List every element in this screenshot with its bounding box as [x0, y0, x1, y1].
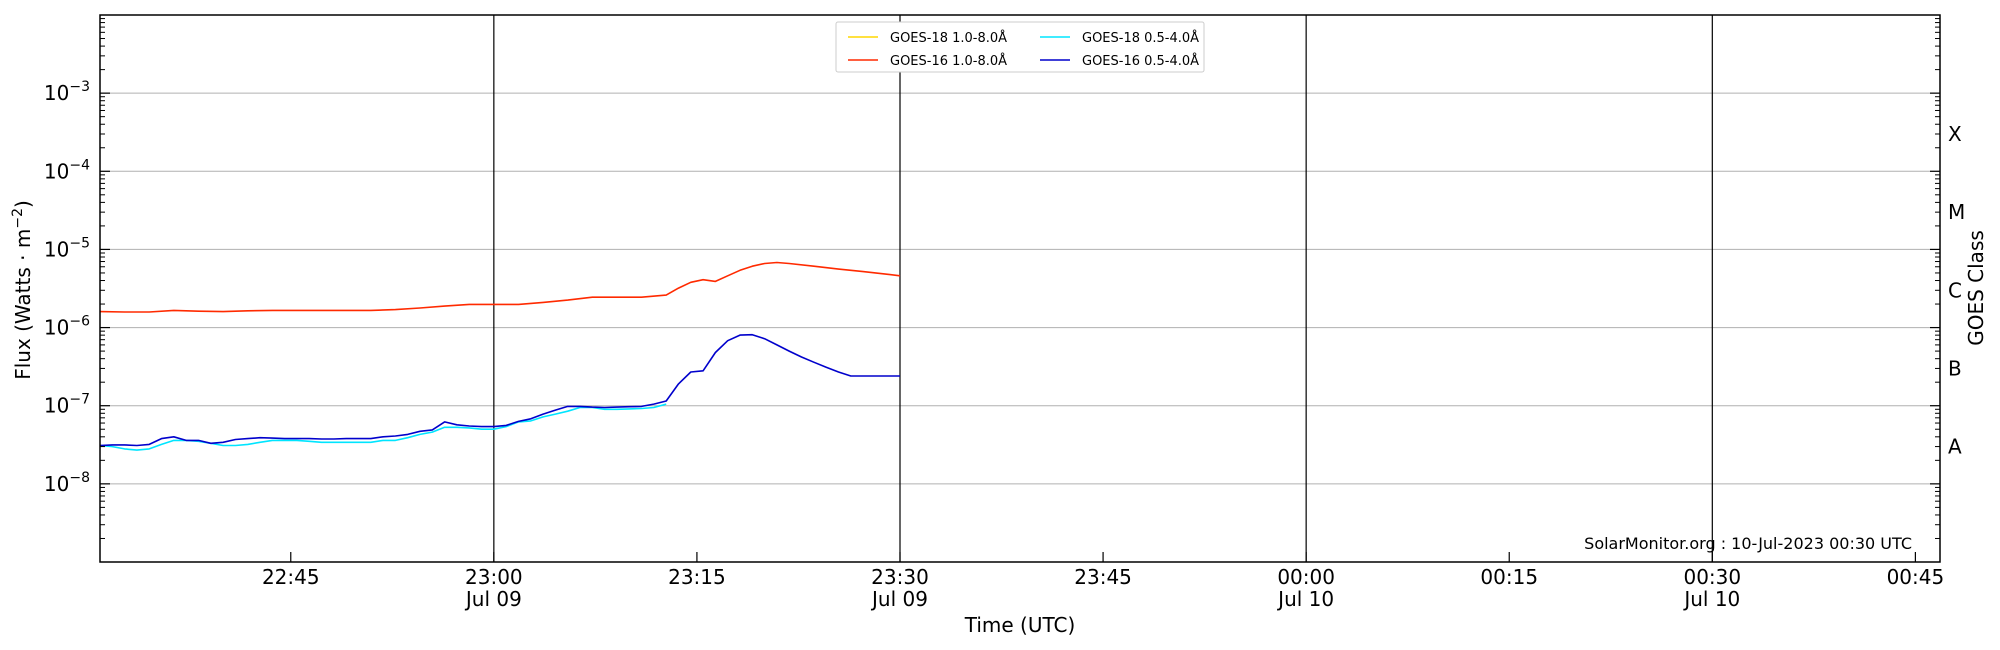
legend-label: GOES-18 1.0-8.0Å: [890, 30, 1007, 46]
legend-label: GOES-16 1.0-8.0Å: [890, 53, 1007, 69]
x-tick-date-label: Jul 09: [464, 587, 522, 611]
x-tick-label: 00:00: [1277, 565, 1335, 589]
plot-frame: [99, 14, 1941, 563]
y-axis-unit-exponent: −2: [10, 208, 26, 229]
legend-label: GOES-18 0.5-4.0Å: [1082, 30, 1199, 46]
y-tick-label: 10−8: [44, 470, 90, 496]
series-layer: [99, 261, 901, 451]
x-tick-label: 00:45: [1887, 565, 1945, 589]
x-tick-label: 00:30: [1683, 565, 1741, 589]
goes-class-c: C: [1948, 278, 1962, 302]
y-axis-title-close: ): [11, 200, 35, 208]
legend-label: GOES-16 0.5-4.0Å: [1082, 53, 1199, 69]
y-tick-label: 10−6: [44, 314, 90, 340]
x-tick-label: 00:15: [1480, 565, 1538, 589]
series-line-goes-16-0-5-4-0-: [99, 333, 900, 447]
legend-items: GOES-18 1.0-8.0Å GOES-18 0.5-4.0Å GOES-16 …: [848, 30, 1199, 69]
credit-text: SolarMonitor.org : 10-Jul-2023 00:30 UTC: [1584, 534, 1912, 553]
grid-layer: [100, 92, 1940, 485]
y-tick-label: 10−4: [44, 157, 90, 183]
day-boundary-lines: [493, 15, 1713, 562]
goes-class-x: X: [1948, 122, 1962, 146]
legend-box: [835, 21, 1205, 73]
x-tick-date-label: Jul 10: [1682, 587, 1740, 611]
x-tick-date-label: Jul 10: [1276, 587, 1334, 611]
goes-class-b: B: [1948, 356, 1962, 380]
series-line-goes-16-1-0-8-0-: [99, 261, 901, 313]
y-axis-ticks: 10−3 10−4 10−5 10−6 10−7 10−8: [44, 18, 1940, 539]
x-tick-label: 23:00: [465, 565, 523, 589]
goes-class-a: A: [1948, 435, 1962, 459]
x-tick-label: 23:30: [871, 565, 929, 589]
y-tick-label: 10−7: [44, 392, 90, 418]
goes-class-m: M: [1948, 200, 1965, 224]
x-tick-date-label: Jul 09: [870, 587, 928, 611]
goes-class-labels: X M C B A: [1948, 122, 1965, 459]
x-tick-label: 23:15: [668, 565, 726, 589]
series-line-goes-18-0-5-4-0-: [99, 403, 667, 451]
y-tick-label: 10−3: [44, 79, 90, 105]
legend: GOES-18 1.0-8.0Å GOES-18 0.5-4.0Å GOES-16 …: [835, 21, 1205, 73]
y-tick-label: 10−5: [44, 235, 90, 261]
x-axis-title: Time (UTC): [964, 613, 1076, 637]
y-axis-title: Flux (Watts · m−2): [10, 200, 35, 380]
x-tick-label: 23:45: [1074, 565, 1132, 589]
goes-class-axis-title: GOES Class: [1964, 230, 1988, 346]
x-tick-label: 22:45: [262, 565, 320, 589]
